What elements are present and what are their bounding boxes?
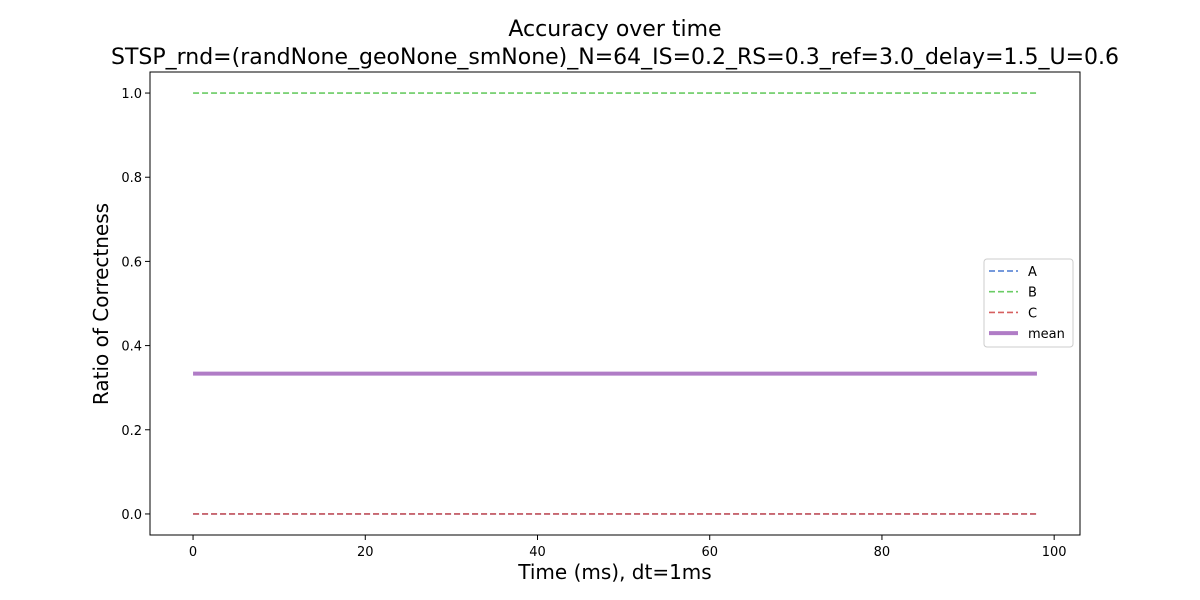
y-tick-label: 1.0	[121, 87, 142, 102]
x-tick-label: 0	[189, 545, 197, 560]
legend-label-A: A	[1028, 265, 1037, 280]
legend-label-B: B	[1028, 286, 1037, 301]
y-tick-label: 0.4	[121, 340, 142, 355]
x-tick-label: 20	[357, 545, 374, 560]
legend-box	[983, 258, 1074, 348]
legend-label-C: C	[1028, 306, 1037, 321]
x-tick-label: 60	[701, 545, 718, 560]
y-tick-label: 0.8	[121, 171, 142, 186]
x-axis-label: Time (ms), dt=1ms	[517, 560, 711, 584]
plot-frame	[149, 71, 1081, 536]
y-tick-label: 0.0	[121, 508, 142, 523]
y-axis-label: Ratio of Correctness	[89, 203, 113, 405]
y-tick-label: 0.6	[121, 255, 142, 270]
chart-title: Accuracy over time	[508, 17, 721, 42]
x-tick-label: 100	[1042, 545, 1067, 560]
legend-label-mean: mean	[1028, 327, 1065, 342]
chart-subtitle: STSP_rnd=(randNone_geoNone_smNone)_N=64_…	[111, 45, 1119, 70]
plot-area: 0 20 40 60 80 100 0.0 0.2 0.4 0.6 0.8 1.0	[121, 71, 1081, 560]
x-tick-label: 80	[874, 545, 891, 560]
y-tick-label: 0.2	[121, 424, 142, 439]
x-tick-label: 40	[529, 545, 546, 560]
